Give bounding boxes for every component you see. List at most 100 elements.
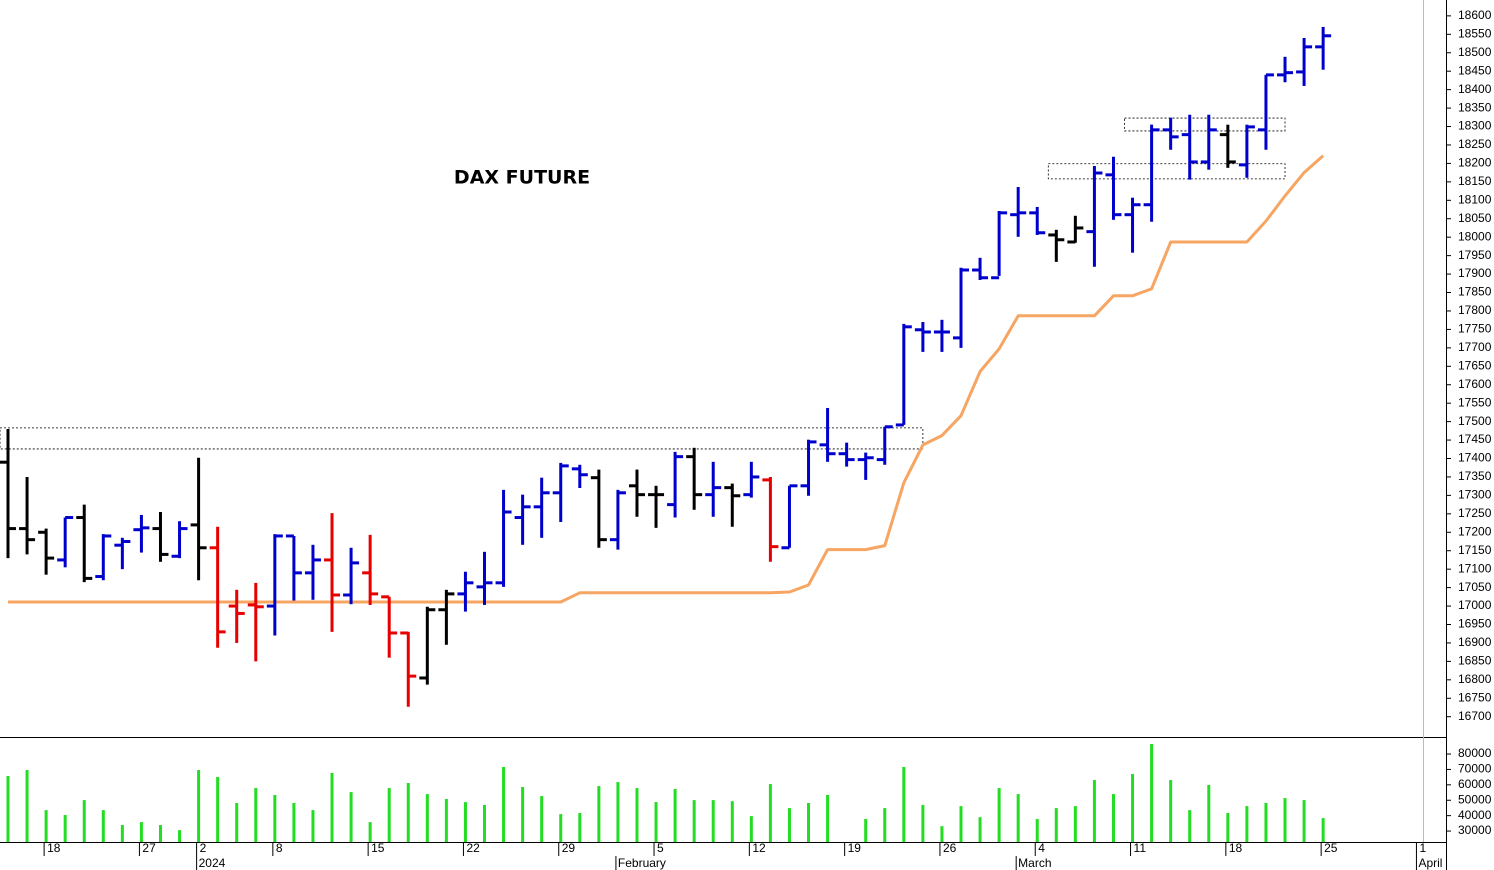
volume-bar — [1016, 794, 1020, 842]
volume-bar — [387, 788, 391, 842]
y-tick-label: 18000 — [1458, 229, 1492, 243]
volume-bar — [559, 814, 563, 842]
volume-bar — [540, 796, 544, 842]
x-tick-label: 22 — [466, 841, 480, 855]
volume-bar — [864, 819, 868, 842]
volume-bar — [1035, 819, 1039, 842]
x-tick-label: 4 — [1038, 841, 1045, 855]
volume-bar — [406, 782, 410, 842]
volume-bar — [63, 815, 67, 842]
volume-bar — [292, 803, 296, 842]
y-tick-label: 18250 — [1458, 137, 1492, 151]
volume-bar — [597, 786, 601, 842]
volume-bar — [311, 810, 315, 842]
y-tick-label: 18450 — [1458, 63, 1492, 77]
volume-bar — [1169, 780, 1173, 842]
volume-bar — [1073, 806, 1077, 842]
y-tick-label: 17300 — [1458, 488, 1492, 502]
volume-bar — [197, 770, 201, 842]
y-tick-label: 18600 — [1458, 8, 1492, 22]
x-tick-label: 18 — [47, 841, 61, 855]
y-tick-label: 18200 — [1458, 156, 1492, 170]
y-tick-label: 17050 — [1458, 580, 1492, 594]
y-tick-label: 17750 — [1458, 322, 1492, 336]
volume-bar — [444, 799, 448, 842]
volume-bar — [921, 805, 925, 842]
x-tick-label: 27 — [142, 841, 156, 855]
volume-bar — [483, 805, 486, 842]
x-tick-label: 19 — [848, 841, 862, 855]
month-label: 2024 — [199, 856, 226, 870]
zone-box — [1124, 117, 1286, 132]
month-label: April — [1418, 856, 1442, 870]
volume-bar — [6, 776, 10, 842]
x-tick-label: 8 — [276, 841, 283, 855]
volume-bar — [711, 800, 715, 842]
volume-bar — [1131, 774, 1135, 842]
volume-bar — [521, 786, 525, 842]
y-tick-label: 17350 — [1458, 469, 1492, 483]
volume-bar — [1111, 794, 1115, 842]
x-tick-label: 26 — [943, 841, 957, 855]
volume-bar — [44, 810, 48, 842]
month-label: February — [618, 856, 666, 870]
volume-bar — [158, 825, 162, 842]
volume-bar — [826, 795, 830, 842]
volume-bar — [349, 792, 353, 842]
volume-bar — [807, 803, 811, 842]
x-tick-label: 15 — [371, 841, 385, 855]
x-tick-label: 5 — [657, 841, 664, 855]
volume-bar — [1283, 798, 1287, 842]
volume-bar — [235, 803, 239, 842]
volume-bar — [768, 784, 772, 842]
volume-bar — [1092, 780, 1096, 842]
y-tick-label: 18050 — [1458, 211, 1492, 225]
y-tick-label: 18550 — [1458, 26, 1492, 40]
x-tick-label: 11 — [1134, 841, 1147, 855]
y-tick-label: 16750 — [1458, 690, 1492, 704]
zone-box — [1047, 163, 1286, 180]
volume-bar — [1188, 810, 1192, 842]
y-tick-label: 18500 — [1458, 45, 1492, 59]
stop-line — [8, 154, 1325, 604]
y-tick-label: 17400 — [1458, 451, 1492, 465]
volume-bar — [616, 782, 620, 842]
chart-title: DAX FUTURE — [454, 167, 590, 189]
volume-bar — [749, 816, 753, 842]
volume-bar — [673, 788, 677, 842]
volume-bar — [1207, 784, 1211, 842]
volume-bar — [1054, 808, 1058, 842]
y-tick-label: 17200 — [1458, 524, 1492, 538]
y-tick-label: 17000 — [1458, 598, 1492, 612]
x-tick-label: 29 — [562, 841, 576, 855]
y-tick-label: 16900 — [1458, 635, 1492, 649]
volume-bar — [216, 776, 220, 842]
volume-bar — [502, 766, 506, 842]
y-tick-label: 17600 — [1458, 377, 1492, 391]
volume-bar — [1264, 803, 1268, 842]
month-label: March — [1018, 856, 1051, 870]
y-tick-label: 30000 — [1458, 823, 1492, 837]
volume-bar — [978, 817, 982, 842]
volume-bar — [1302, 800, 1306, 842]
y-tick-label: 18100 — [1458, 192, 1492, 206]
x-tick-label: 12 — [752, 841, 766, 855]
y-tick-label: 17150 — [1458, 543, 1492, 557]
y-tick-label: 16800 — [1458, 672, 1492, 686]
volume-bar — [902, 766, 906, 842]
volume-bar — [101, 810, 105, 842]
y-tick-label: 17650 — [1458, 358, 1492, 372]
y-tick-label: 16850 — [1458, 654, 1492, 668]
y-tick-label: 18150 — [1458, 174, 1492, 188]
volume-bar — [940, 826, 944, 842]
volume-bar — [578, 813, 582, 842]
y-tick-label: 18300 — [1458, 119, 1492, 133]
x-tick-label: 2 — [200, 841, 207, 855]
volume-bar — [654, 802, 658, 842]
y-tick-label: 17450 — [1458, 432, 1492, 446]
y-tick-label: 60000 — [1458, 777, 1492, 791]
zone-box — [0, 427, 924, 450]
y-tick-label: 16950 — [1458, 617, 1492, 631]
